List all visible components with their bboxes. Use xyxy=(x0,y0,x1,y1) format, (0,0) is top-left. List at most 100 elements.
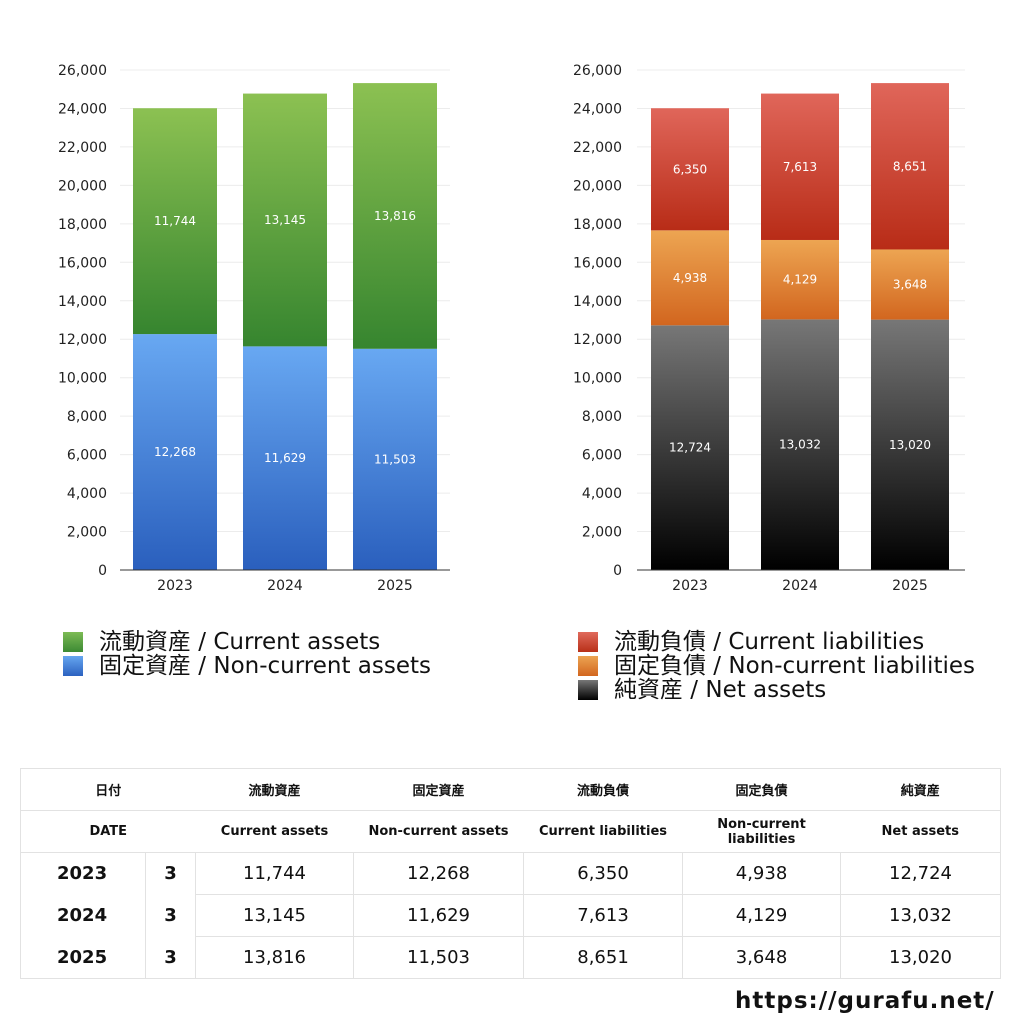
y-tick-label: 6,000 xyxy=(582,448,622,464)
bar-segment xyxy=(761,319,839,570)
bar-segment xyxy=(871,319,949,570)
value-cell: 4,938 xyxy=(682,852,842,895)
data-label: 13,032 xyxy=(779,438,821,452)
bar-segment xyxy=(353,348,437,570)
header-row-en: DATE Current assets Non-current assets C… xyxy=(19,810,1002,853)
month-cell: 3 xyxy=(144,936,197,979)
header-cell: Net assets xyxy=(840,810,1002,853)
data-label: 4,938 xyxy=(673,271,707,285)
legend-label: 固定負債 / Non-current liabilities xyxy=(614,653,975,679)
bar-segment xyxy=(871,249,949,320)
legend-swatch xyxy=(578,632,598,652)
y-tick-label: 20,000 xyxy=(58,178,107,194)
legend-item-net-assets: 純資産 / Net assets xyxy=(578,678,975,702)
value-cell: 13,145 xyxy=(195,894,355,937)
y-tick-label: 12,000 xyxy=(58,332,107,348)
y-tick-label: 16,000 xyxy=(58,255,107,271)
y-tick-label: 14,000 xyxy=(58,294,107,310)
bar-segment xyxy=(651,325,729,570)
bar-segment xyxy=(353,83,437,349)
value-cell: 7,613 xyxy=(523,894,684,937)
legend-swatch xyxy=(578,656,598,676)
header-cell: Non-current assets xyxy=(353,810,524,853)
bar-segment xyxy=(761,93,839,240)
legend-label: 流動負債 / Current liabilities xyxy=(614,629,925,655)
legend-swatch xyxy=(63,632,83,652)
bar-segment xyxy=(651,230,729,326)
footer-url[interactable]: https://gurafu.net/ xyxy=(735,988,995,1014)
header-cell: 固定資産 xyxy=(353,768,524,811)
chart-1: 0 2,000 4,000 6,000 8,000 10,000 12,000 14,000 1… xyxy=(573,63,965,594)
year-cell: 2025 xyxy=(20,936,146,979)
x-tick-label: 2024 xyxy=(782,578,818,594)
y-tick-label: 24,000 xyxy=(573,101,622,117)
table-row: 2025 3 13,816 11,503 8,651 3,648 13,020 xyxy=(20,936,1002,979)
data-label: 3,648 xyxy=(893,278,927,292)
y-tick-label: 14,000 xyxy=(573,294,622,310)
value-cell: 11,629 xyxy=(353,894,525,937)
data-label: 11,503 xyxy=(374,452,416,466)
legend-label: 流動資産 / Current assets xyxy=(99,629,381,655)
value-cell: 11,744 xyxy=(195,852,355,895)
bar-segment xyxy=(871,83,949,250)
bar-segment xyxy=(761,239,839,320)
y-tick-label: 20,000 xyxy=(573,178,622,194)
header-cell: Current liabilities xyxy=(523,810,683,853)
header-cell: Non-current liabilities xyxy=(682,810,841,853)
x-tick-label: 2025 xyxy=(892,578,928,594)
charts-area: 0 2,000 4,000 6,000 8,000 10,000 12,000 14,000 1… xyxy=(58,63,965,594)
value-cell: 13,020 xyxy=(840,936,1002,979)
bar-segment xyxy=(133,108,217,335)
y-tick-label: 26,000 xyxy=(58,63,107,79)
y-tick-label: 10,000 xyxy=(573,371,622,387)
value-cell: 11,503 xyxy=(353,936,525,979)
y-tick-label: 2,000 xyxy=(67,525,107,541)
y-tick-label: 12,000 xyxy=(573,332,622,348)
y-tick-label: 6,000 xyxy=(67,448,107,464)
header-cell: 固定負債 xyxy=(682,768,841,811)
legend-assets: 流動資産 / Current assets 固定資産 / Non-current… xyxy=(63,630,431,678)
chart-0: 0 2,000 4,000 6,000 8,000 10,000 12,000 14,000 1… xyxy=(58,63,450,594)
header-cell: 流動負債 xyxy=(523,768,683,811)
value-cell: 13,816 xyxy=(195,936,355,979)
data-label: 7,613 xyxy=(783,160,817,174)
value-cell: 4,129 xyxy=(682,894,842,937)
table-row: 2023 3 11,744 12,268 6,350 4,938 12,724 xyxy=(20,852,1002,895)
data-label: 13,816 xyxy=(374,209,416,223)
data-label: 12,268 xyxy=(154,445,196,459)
x-tick-label: 2023 xyxy=(157,578,193,594)
header-row-jp: 日付 流動資産 固定資産 流動負債 固定負債 純資産 xyxy=(19,768,1002,811)
x-tick-label: 2025 xyxy=(377,578,413,594)
y-tick-label: 18,000 xyxy=(573,217,622,233)
value-cell: 12,724 xyxy=(840,852,1002,895)
y-tick-label: 26,000 xyxy=(573,63,622,79)
data-label: 13,020 xyxy=(889,438,931,452)
value-cell: 13,032 xyxy=(840,894,1002,937)
y-tick-label: 22,000 xyxy=(573,140,622,156)
year-cell: 2023 xyxy=(20,852,146,895)
y-tick-label: 22,000 xyxy=(58,140,107,156)
y-tick-label: 8,000 xyxy=(582,409,622,425)
data-label: 11,744 xyxy=(154,214,196,228)
legend-label: 純資産 / Net assets xyxy=(614,677,827,703)
y-tick-label: 10,000 xyxy=(58,371,107,387)
legend-swatch xyxy=(578,680,598,700)
bar-segment xyxy=(651,108,729,231)
data-label: 4,129 xyxy=(783,273,817,287)
y-tick-label: 8,000 xyxy=(67,409,107,425)
header-cell: 日付 xyxy=(19,768,196,811)
legend-liabilities: 流動負債 / Current liabilities 固定負債 / Non-cu… xyxy=(578,630,975,702)
value-cell: 8,651 xyxy=(523,936,684,979)
y-tick-label: 18,000 xyxy=(58,217,107,233)
y-tick-label: 0 xyxy=(613,563,622,579)
legend-item-non-current-assets: 固定資産 / Non-current assets xyxy=(63,654,431,678)
y-tick-label: 16,000 xyxy=(573,255,622,271)
month-cell: 3 xyxy=(144,852,197,895)
x-tick-label: 2024 xyxy=(267,578,303,594)
value-cell: 3,648 xyxy=(682,936,842,979)
y-tick-label: 24,000 xyxy=(58,101,107,117)
legend-item-non-current-liabilities: 固定負債 / Non-current liabilities xyxy=(578,654,975,678)
data-table: 日付 流動資産 固定資産 流動負債 固定負債 純資産 DATE Current … xyxy=(19,768,1002,979)
data-label: 13,145 xyxy=(264,213,306,227)
data-label: 6,350 xyxy=(673,162,707,176)
